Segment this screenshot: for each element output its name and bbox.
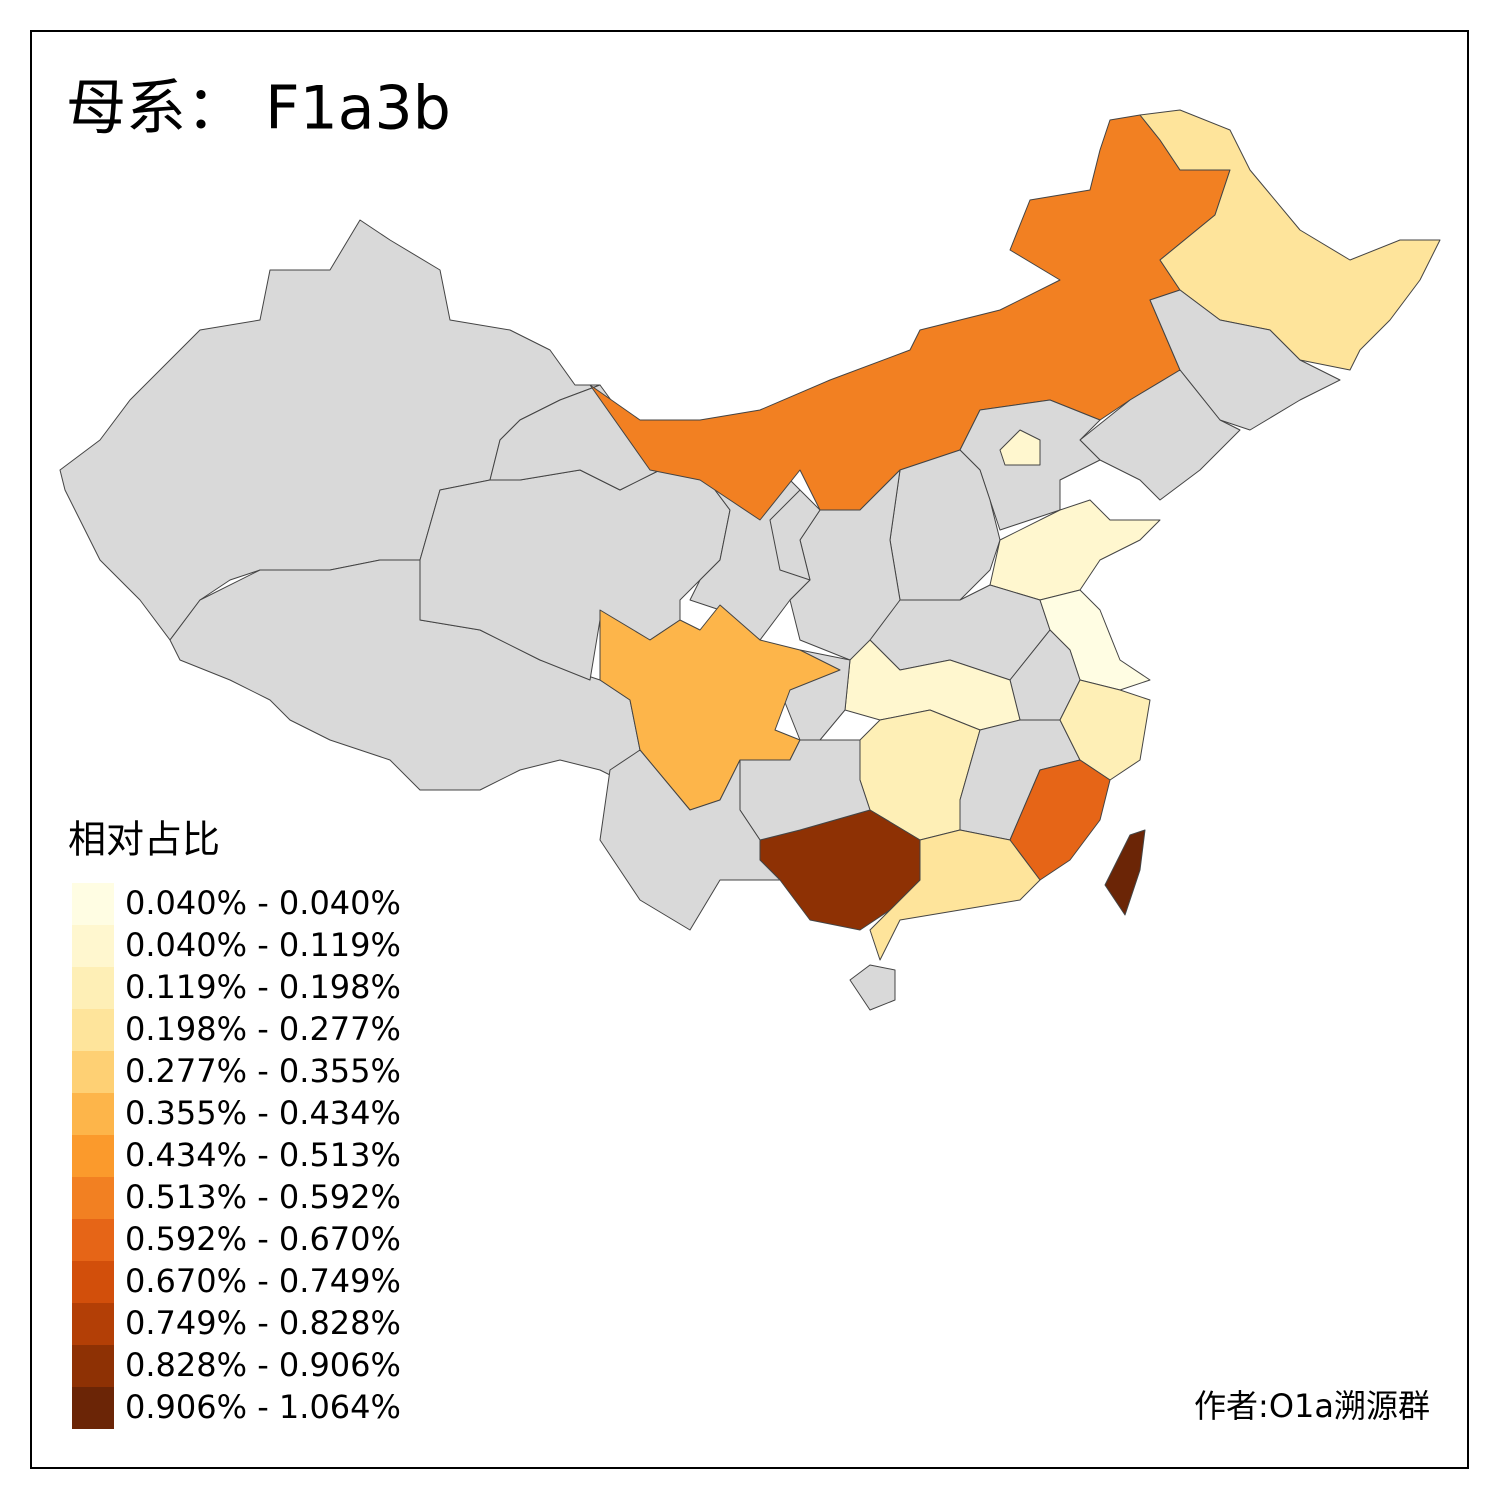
legend-title: 相对占比 bbox=[68, 818, 220, 862]
legend-swatch bbox=[72, 1303, 114, 1345]
legend-label: 0.749% - 0.828% bbox=[125, 1304, 401, 1342]
author-credit: 作者:O1a溯源群 bbox=[1194, 1387, 1430, 1425]
legend-swatch bbox=[72, 1009, 114, 1051]
legend-swatch bbox=[72, 1345, 114, 1387]
legend-swatch bbox=[72, 1177, 114, 1219]
legend-swatch bbox=[72, 1387, 114, 1429]
legend-swatch bbox=[72, 1051, 114, 1093]
legend-label: 0.513% - 0.592% bbox=[125, 1178, 401, 1216]
map-title: 母系： F1a3b bbox=[66, 74, 451, 144]
legend: 0.040% - 0.040% 0.040% - 0.119% 0.119% - 0… bbox=[72, 883, 401, 1429]
legend-label: 0.119% - 0.198% bbox=[125, 968, 401, 1006]
legend-swatch bbox=[72, 1135, 114, 1177]
legend-swatch bbox=[72, 925, 114, 967]
legend-swatch bbox=[72, 883, 114, 925]
legend-swatch bbox=[72, 1261, 114, 1303]
legend-label: 0.434% - 0.513% bbox=[125, 1136, 401, 1174]
legend-label: 0.355% - 0.434% bbox=[125, 1094, 401, 1132]
legend-label: 0.040% - 0.119% bbox=[125, 926, 401, 964]
province bbox=[1139, 109, 1441, 371]
province bbox=[849, 964, 896, 1011]
legend-label: 0.828% - 0.906% bbox=[125, 1346, 401, 1384]
legend-label: 0.906% - 1.064% bbox=[125, 1388, 401, 1426]
province bbox=[599, 749, 781, 931]
legend-label: 0.040% - 0.040% bbox=[125, 884, 401, 922]
legend-label: 0.592% - 0.670% bbox=[125, 1220, 401, 1258]
province bbox=[1104, 829, 1146, 916]
legend-label: 0.670% - 0.749% bbox=[125, 1262, 401, 1300]
province bbox=[769, 489, 821, 581]
legend-label: 0.198% - 0.277% bbox=[125, 1010, 401, 1048]
province bbox=[999, 429, 1041, 466]
legend-swatch bbox=[72, 967, 114, 1009]
legend-swatch bbox=[72, 1093, 114, 1135]
map bbox=[59, 109, 1441, 1011]
legend-swatch bbox=[72, 1219, 114, 1261]
legend-label: 0.277% - 0.355% bbox=[125, 1052, 401, 1090]
